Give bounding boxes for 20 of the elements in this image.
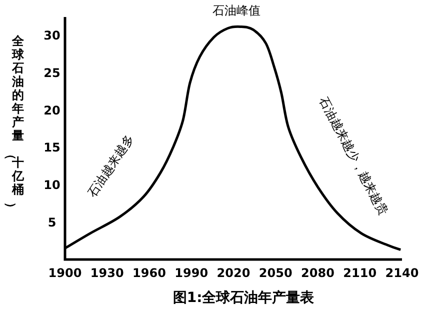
ylabel: 全球石油的年产量（十亿桶） — [4, 34, 24, 214]
x-tick-label: 2110 — [343, 266, 377, 280]
x-tick-label: 2020 — [216, 266, 250, 280]
y-tick-label: 10 — [44, 178, 60, 192]
x-tick-label: 2140 — [385, 266, 419, 280]
x-tick-label: 1960 — [132, 266, 166, 280]
text: 图1:全球石油年产量表 — [172, 289, 316, 306]
annotation: 石油越来越少，越来越贵 — [316, 94, 391, 218]
x-tick-label: 2080 — [301, 266, 334, 280]
x-tick-label: 2050 — [258, 266, 292, 280]
y-tick-label: 25 — [44, 66, 60, 80]
x-tick-label: 1990 — [174, 266, 208, 280]
x-tick-label: 1900 — [48, 266, 82, 280]
y-tick-label: 15 — [44, 140, 60, 155]
y-tick-label: 5 — [48, 216, 56, 230]
annotation: 石油越来越多 — [84, 132, 137, 200]
annotation: 石油峰值 — [212, 4, 260, 18]
x-tick-label: 1930 — [90, 266, 124, 280]
y-tick-label: 30 — [44, 28, 60, 42]
y-tick-label: 20 — [44, 103, 60, 118]
